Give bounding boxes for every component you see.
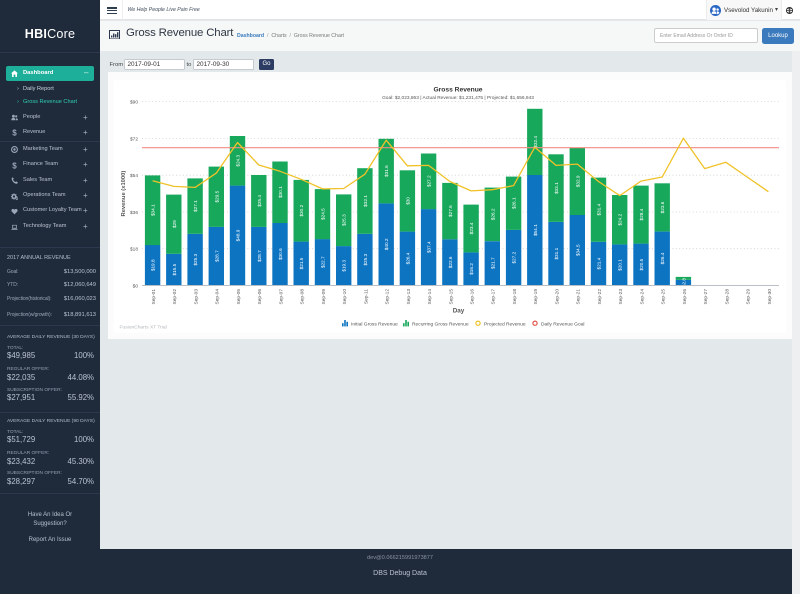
svg-text:$: $ — [12, 162, 17, 169]
svg-text:$33.1: $33.1 — [554, 181, 559, 193]
svg-text:$23.6: $23.6 — [660, 201, 665, 213]
svg-text:$34.1: $34.1 — [151, 203, 156, 215]
svg-text:$32.9: $32.9 — [575, 175, 580, 187]
svg-text:$21.4: $21.4 — [597, 257, 602, 269]
svg-text:Sep-26: Sep-26 — [682, 288, 688, 304]
svg-text:$20.1: $20.1 — [618, 258, 623, 270]
svg-text:$31.6: $31.6 — [384, 164, 389, 176]
svg-text:$31.1: $31.1 — [554, 247, 559, 259]
svg-text:$72: $72 — [130, 136, 138, 142]
svg-text:$37.4: $37.4 — [427, 241, 432, 253]
svg-text:$25.4: $25.4 — [257, 194, 262, 206]
svg-text:$27.2: $27.2 — [427, 175, 432, 187]
svg-text:$32.1: $32.1 — [363, 194, 368, 206]
svg-text:$27.1: $27.1 — [193, 199, 198, 211]
svg-text:$34.5: $34.5 — [575, 244, 580, 256]
svg-text:$29: $29 — [172, 219, 177, 227]
svg-text:Revenue (x1000): Revenue (x1000) — [121, 170, 127, 216]
svg-text:Gross Revenue: Gross Revenue — [433, 86, 482, 93]
svg-text:Sep-30: Sep-30 — [767, 288, 773, 304]
svg-text:$16.2: $16.2 — [469, 262, 474, 274]
svg-text:Daily Revenue Goal: Daily Revenue Goal — [541, 321, 585, 327]
svg-text:$26.4: $26.4 — [660, 252, 665, 264]
svg-text:$54: $54 — [130, 173, 138, 179]
svg-text:$2.8: $2.8 — [681, 277, 686, 287]
svg-text:$24.3: $24.3 — [236, 154, 241, 166]
svg-text:Sep-11: Sep-11 — [363, 288, 369, 303]
svg-text:Sep-24: Sep-24 — [639, 288, 645, 304]
svg-text:Day: Day — [453, 307, 465, 314]
svg-text:$25.3: $25.3 — [193, 253, 198, 265]
svg-text:$90: $90 — [130, 99, 138, 105]
svg-text:$22.7: $22.7 — [321, 256, 326, 268]
svg-text:$21.7: $21.7 — [490, 257, 495, 269]
svg-text:Sep-15: Sep-15 — [448, 288, 454, 304]
svg-text:Sep-17: Sep-17 — [491, 288, 497, 304]
svg-text:Sep-01: Sep-01 — [151, 288, 157, 304]
svg-text:$20.5: $20.5 — [639, 258, 644, 270]
svg-text:$0: $0 — [133, 283, 139, 289]
svg-text:Sep-09: Sep-09 — [321, 288, 327, 304]
svg-text:Sep-28: Sep-28 — [724, 288, 730, 304]
svg-text:Sep-22: Sep-22 — [597, 288, 603, 304]
svg-text:$21.5: $21.5 — [299, 257, 304, 269]
svg-text:Projected Revenue: Projected Revenue — [484, 321, 526, 327]
svg-text:Sep-19: Sep-19 — [533, 288, 539, 304]
svg-text:$18: $18 — [130, 246, 138, 252]
svg-text:$28.7: $28.7 — [257, 249, 262, 261]
svg-text:$26.1: $26.1 — [512, 197, 517, 209]
svg-text:$30: $30 — [405, 196, 410, 204]
svg-text:Sep-29: Sep-29 — [746, 288, 752, 304]
svg-text:Sep-25: Sep-25 — [661, 288, 667, 304]
svg-text:$32.4: $32.4 — [533, 135, 538, 147]
svg-text:Sep-08: Sep-08 — [300, 288, 306, 304]
svg-text:$31.4: $31.4 — [597, 203, 602, 215]
svg-text:$26.4: $26.4 — [405, 252, 410, 264]
svg-text:$19.3: $19.3 — [342, 259, 347, 271]
svg-text:Sep-16: Sep-16 — [470, 288, 476, 304]
svg-text:Initial Gross Revenue: Initial Gross Revenue — [351, 321, 398, 327]
svg-text:Sep-18: Sep-18 — [512, 288, 518, 304]
svg-text:$26.2: $26.2 — [490, 208, 495, 220]
svg-text:$: $ — [12, 129, 17, 136]
svg-text:Recurring Gross Revenue: Recurring Gross Revenue — [412, 321, 469, 327]
svg-text:Sep-03: Sep-03 — [194, 288, 200, 304]
svg-text:$28.4: $28.4 — [639, 208, 644, 220]
svg-text:Sep-02: Sep-02 — [172, 288, 178, 304]
svg-text:Sep-27: Sep-27 — [703, 288, 709, 304]
svg-text:$28.7: $28.7 — [214, 249, 219, 261]
svg-text:Sep-10: Sep-10 — [342, 288, 348, 304]
svg-text:Sep-14: Sep-14 — [427, 288, 433, 304]
svg-text:Goal: $2,023,863 | Actual Reve: Goal: $2,023,863 | Actual Revenue: $1,23… — [382, 95, 534, 101]
svg-text:Sep-07: Sep-07 — [278, 288, 284, 304]
svg-text:$40.2: $40.2 — [384, 238, 389, 250]
svg-text:Sep-23: Sep-23 — [618, 288, 624, 304]
svg-text:$30.1: $30.1 — [278, 185, 283, 197]
svg-text:$24.5: $24.5 — [321, 207, 326, 219]
svg-text:$25.3: $25.3 — [363, 253, 368, 265]
svg-text:Sep-12: Sep-12 — [385, 288, 391, 304]
svg-text:$22.6: $22.6 — [448, 256, 453, 268]
svg-text:$36: $36 — [130, 210, 138, 216]
svg-text:$30.6: $30.6 — [278, 247, 283, 259]
svg-text:$27.6: $27.6 — [448, 204, 453, 216]
svg-text:$23.4: $23.4 — [469, 222, 474, 234]
svg-text:$27.2: $27.2 — [512, 251, 517, 263]
svg-text:Sep-21: Sep-21 — [576, 288, 582, 304]
svg-text:Sep-20: Sep-20 — [554, 288, 560, 304]
svg-text:Sep-06: Sep-06 — [257, 288, 263, 304]
svg-text:Sep-13: Sep-13 — [406, 288, 412, 304]
svg-text:FusionCharts XT Trial: FusionCharts XT Trial — [120, 324, 167, 330]
svg-text:$25.3: $25.3 — [342, 213, 347, 225]
svg-text:$54.1: $54.1 — [533, 223, 538, 235]
svg-text:$48.9: $48.9 — [236, 229, 241, 241]
svg-text:$15.5: $15.5 — [172, 263, 177, 275]
svg-text:$24.2: $24.2 — [618, 213, 623, 225]
svg-text:Sep-04: Sep-04 — [215, 288, 221, 304]
svg-text:$19.8: $19.8 — [151, 259, 156, 271]
svg-text:$29.5: $29.5 — [214, 190, 219, 202]
svg-text:Sep-05: Sep-05 — [236, 288, 242, 304]
svg-text:$30.2: $30.2 — [299, 204, 304, 216]
